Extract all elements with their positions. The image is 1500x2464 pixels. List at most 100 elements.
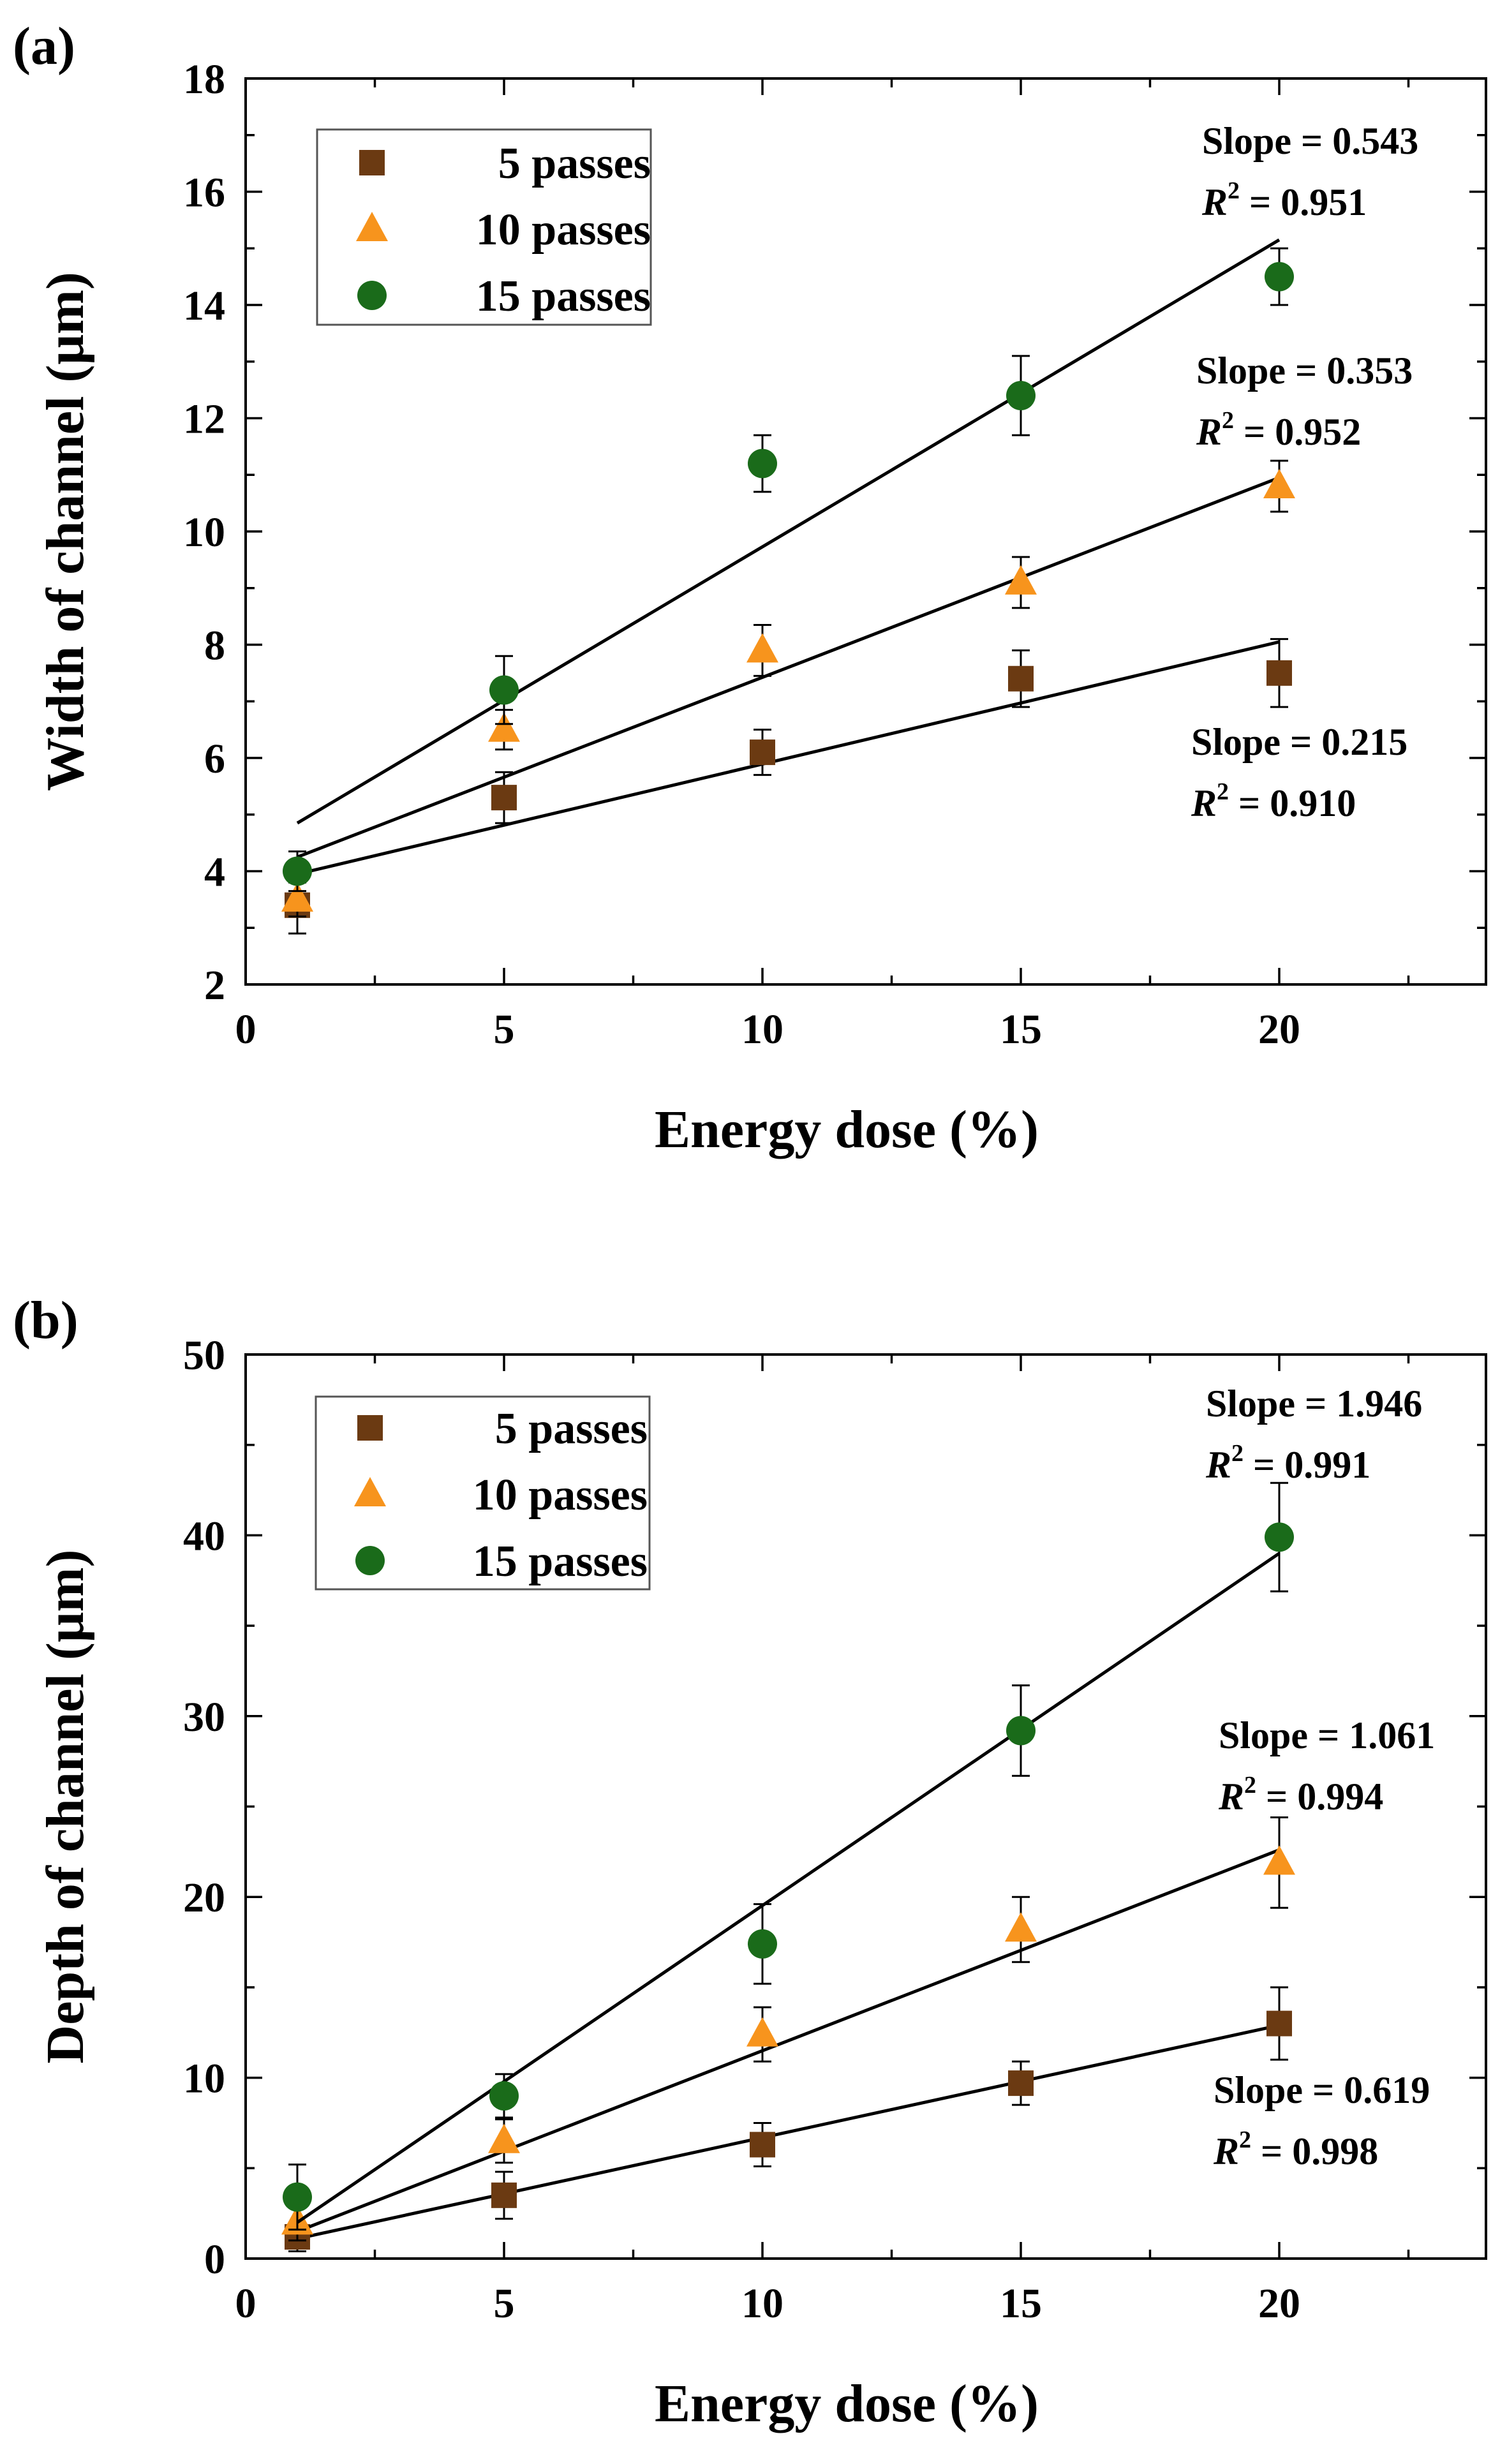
slope-text: Slope = 0.353 [1196, 350, 1413, 392]
x-tick-label: 10 [741, 1006, 783, 1053]
data-point [1266, 660, 1292, 686]
slope-text: Slope = 0.543 [1202, 120, 1418, 162]
fit-annotation: Slope = 1.946 R2 = 0.991 [1205, 1383, 1422, 1486]
y-tick-label: 10 [183, 2056, 225, 2102]
r-squared-text: R2 = 0.910 [1191, 778, 1356, 824]
y-tick-label: 18 [183, 56, 225, 103]
legend-label: 10 passes [476, 205, 651, 255]
legend-label: 5 passes [498, 139, 651, 188]
fit-line [296, 238, 1281, 825]
series-10-passes [281, 1816, 1295, 2242]
x-axis-title: Energy dose (%) [655, 2374, 1039, 2433]
y-axis-title: Depth of channel (μm) [36, 1550, 95, 2064]
series-10-passes [281, 459, 1295, 917]
data-point [1008, 2070, 1034, 2097]
data-point [1008, 665, 1034, 692]
data-point [281, 882, 313, 912]
data-point [1006, 1716, 1036, 1746]
fit-annotation: Slope = 0.543 R2 = 0.951 [1201, 120, 1418, 223]
data-point [748, 449, 777, 479]
series-5-passes [285, 638, 1292, 935]
y-tick-label: 30 [183, 1694, 225, 1740]
y-tick-label: 12 [183, 396, 225, 443]
chart-panel-b: (b) 0 5 10 15 20 0 10 20 30 40 50 Energy dose (%) Dep… [13, 1291, 1487, 2433]
fit-annotation: Slope = 1.061 R2 = 0.994 [1218, 1714, 1435, 1818]
y-tick-label: 6 [204, 736, 225, 782]
chart-panel-a: (a) 0 5 10 15 20 2 4 6 8 10 12 14 16 18 Energy dose (%)… [13, 17, 1487, 1159]
y-tick-label: 0 [204, 2236, 225, 2283]
x-tick-label: 0 [235, 1006, 256, 1053]
x-tick-label: 5 [494, 2280, 515, 2327]
slope-text: Slope = 1.946 [1206, 1383, 1422, 1425]
x-tick-label: 5 [494, 1006, 515, 1053]
data-point [283, 856, 312, 886]
legend-marker [357, 281, 387, 310]
fit-line [297, 640, 1280, 876]
x-tick-label: 10 [741, 2280, 783, 2327]
data-point [488, 2123, 520, 2153]
y-tick-label: 16 [183, 170, 225, 216]
r-squared-text: R2 = 0.998 [1213, 2126, 1378, 2172]
data-point [283, 2182, 312, 2212]
x-axis-title: Energy dose (%) [655, 1100, 1039, 1159]
data-point [1005, 565, 1037, 595]
data-point [1265, 262, 1294, 292]
data-point [489, 675, 519, 705]
legend: 5 passes 10 passes 15 passes [316, 128, 652, 326]
fit-line [297, 1848, 1280, 2233]
panel-label: (a) [13, 17, 75, 76]
slope-text: Slope = 1.061 [1219, 1714, 1435, 1756]
x-tick-label: 20 [1258, 2280, 1300, 2327]
data-point [491, 2182, 517, 2208]
fit-line [297, 476, 1280, 859]
data-point [491, 785, 517, 811]
legend-label: 15 passes [476, 272, 651, 321]
legend-marker [355, 1546, 385, 1575]
slope-text: Slope = 0.215 [1191, 721, 1407, 763]
data-point [1263, 1845, 1295, 1875]
y-tick-label: 50 [183, 1332, 225, 1379]
r-squared-text: R2 = 0.952 [1196, 407, 1361, 453]
data-point [748, 1929, 777, 1959]
data-point [750, 739, 775, 766]
data-point [750, 2132, 775, 2158]
r-squared-text: R2 = 0.951 [1201, 177, 1367, 223]
series-5-passes [285, 1986, 1292, 2253]
data-point [489, 2081, 519, 2111]
fit-line [296, 1552, 1281, 2224]
series-15-passes [283, 238, 1294, 893]
data-point [1266, 2010, 1292, 2037]
legend-label: 5 passes [495, 1404, 648, 1453]
r-squared-text: R2 = 0.991 [1205, 1440, 1370, 1486]
r-squared-text: R2 = 0.994 [1218, 1772, 1383, 1818]
legend-marker [354, 1477, 386, 1506]
data-point [488, 712, 520, 742]
data-point [1006, 381, 1036, 410]
series-15-passes [283, 1481, 1294, 2231]
panel-label: (b) [13, 1291, 78, 1350]
y-tick-label: 8 [204, 623, 225, 669]
data-point [746, 2017, 778, 2047]
fit-line [297, 2023, 1280, 2241]
y-tick-label: 40 [183, 1513, 225, 1559]
x-tick-label: 15 [1000, 2280, 1042, 2327]
y-tick-label: 14 [183, 283, 225, 329]
legend-label: 15 passes [473, 1537, 648, 1586]
fit-annotation: Slope = 0.353 R2 = 0.952 [1196, 350, 1413, 453]
y-tick-label: 20 [183, 1874, 225, 1921]
fit-annotation: Slope = 0.215 R2 = 0.910 [1191, 721, 1407, 824]
legend: 5 passes 10 passes 15 passes [315, 1395, 651, 1591]
fit-annotation: Slope = 0.619 R2 = 0.998 [1213, 2069, 1430, 2172]
x-tick-label: 0 [235, 2280, 256, 2327]
legend-marker [356, 212, 388, 241]
x-tick-label: 20 [1258, 1006, 1300, 1053]
y-tick-label: 4 [204, 849, 225, 896]
y-tick-label: 2 [204, 962, 225, 1009]
slope-text: Slope = 0.619 [1214, 2069, 1430, 2111]
legend-marker [359, 150, 385, 175]
data-point [1265, 1522, 1294, 1552]
data-point [746, 633, 778, 663]
data-point [1263, 469, 1295, 498]
legend-marker [357, 1415, 383, 1441]
legend-label: 10 passes [473, 1471, 648, 1520]
